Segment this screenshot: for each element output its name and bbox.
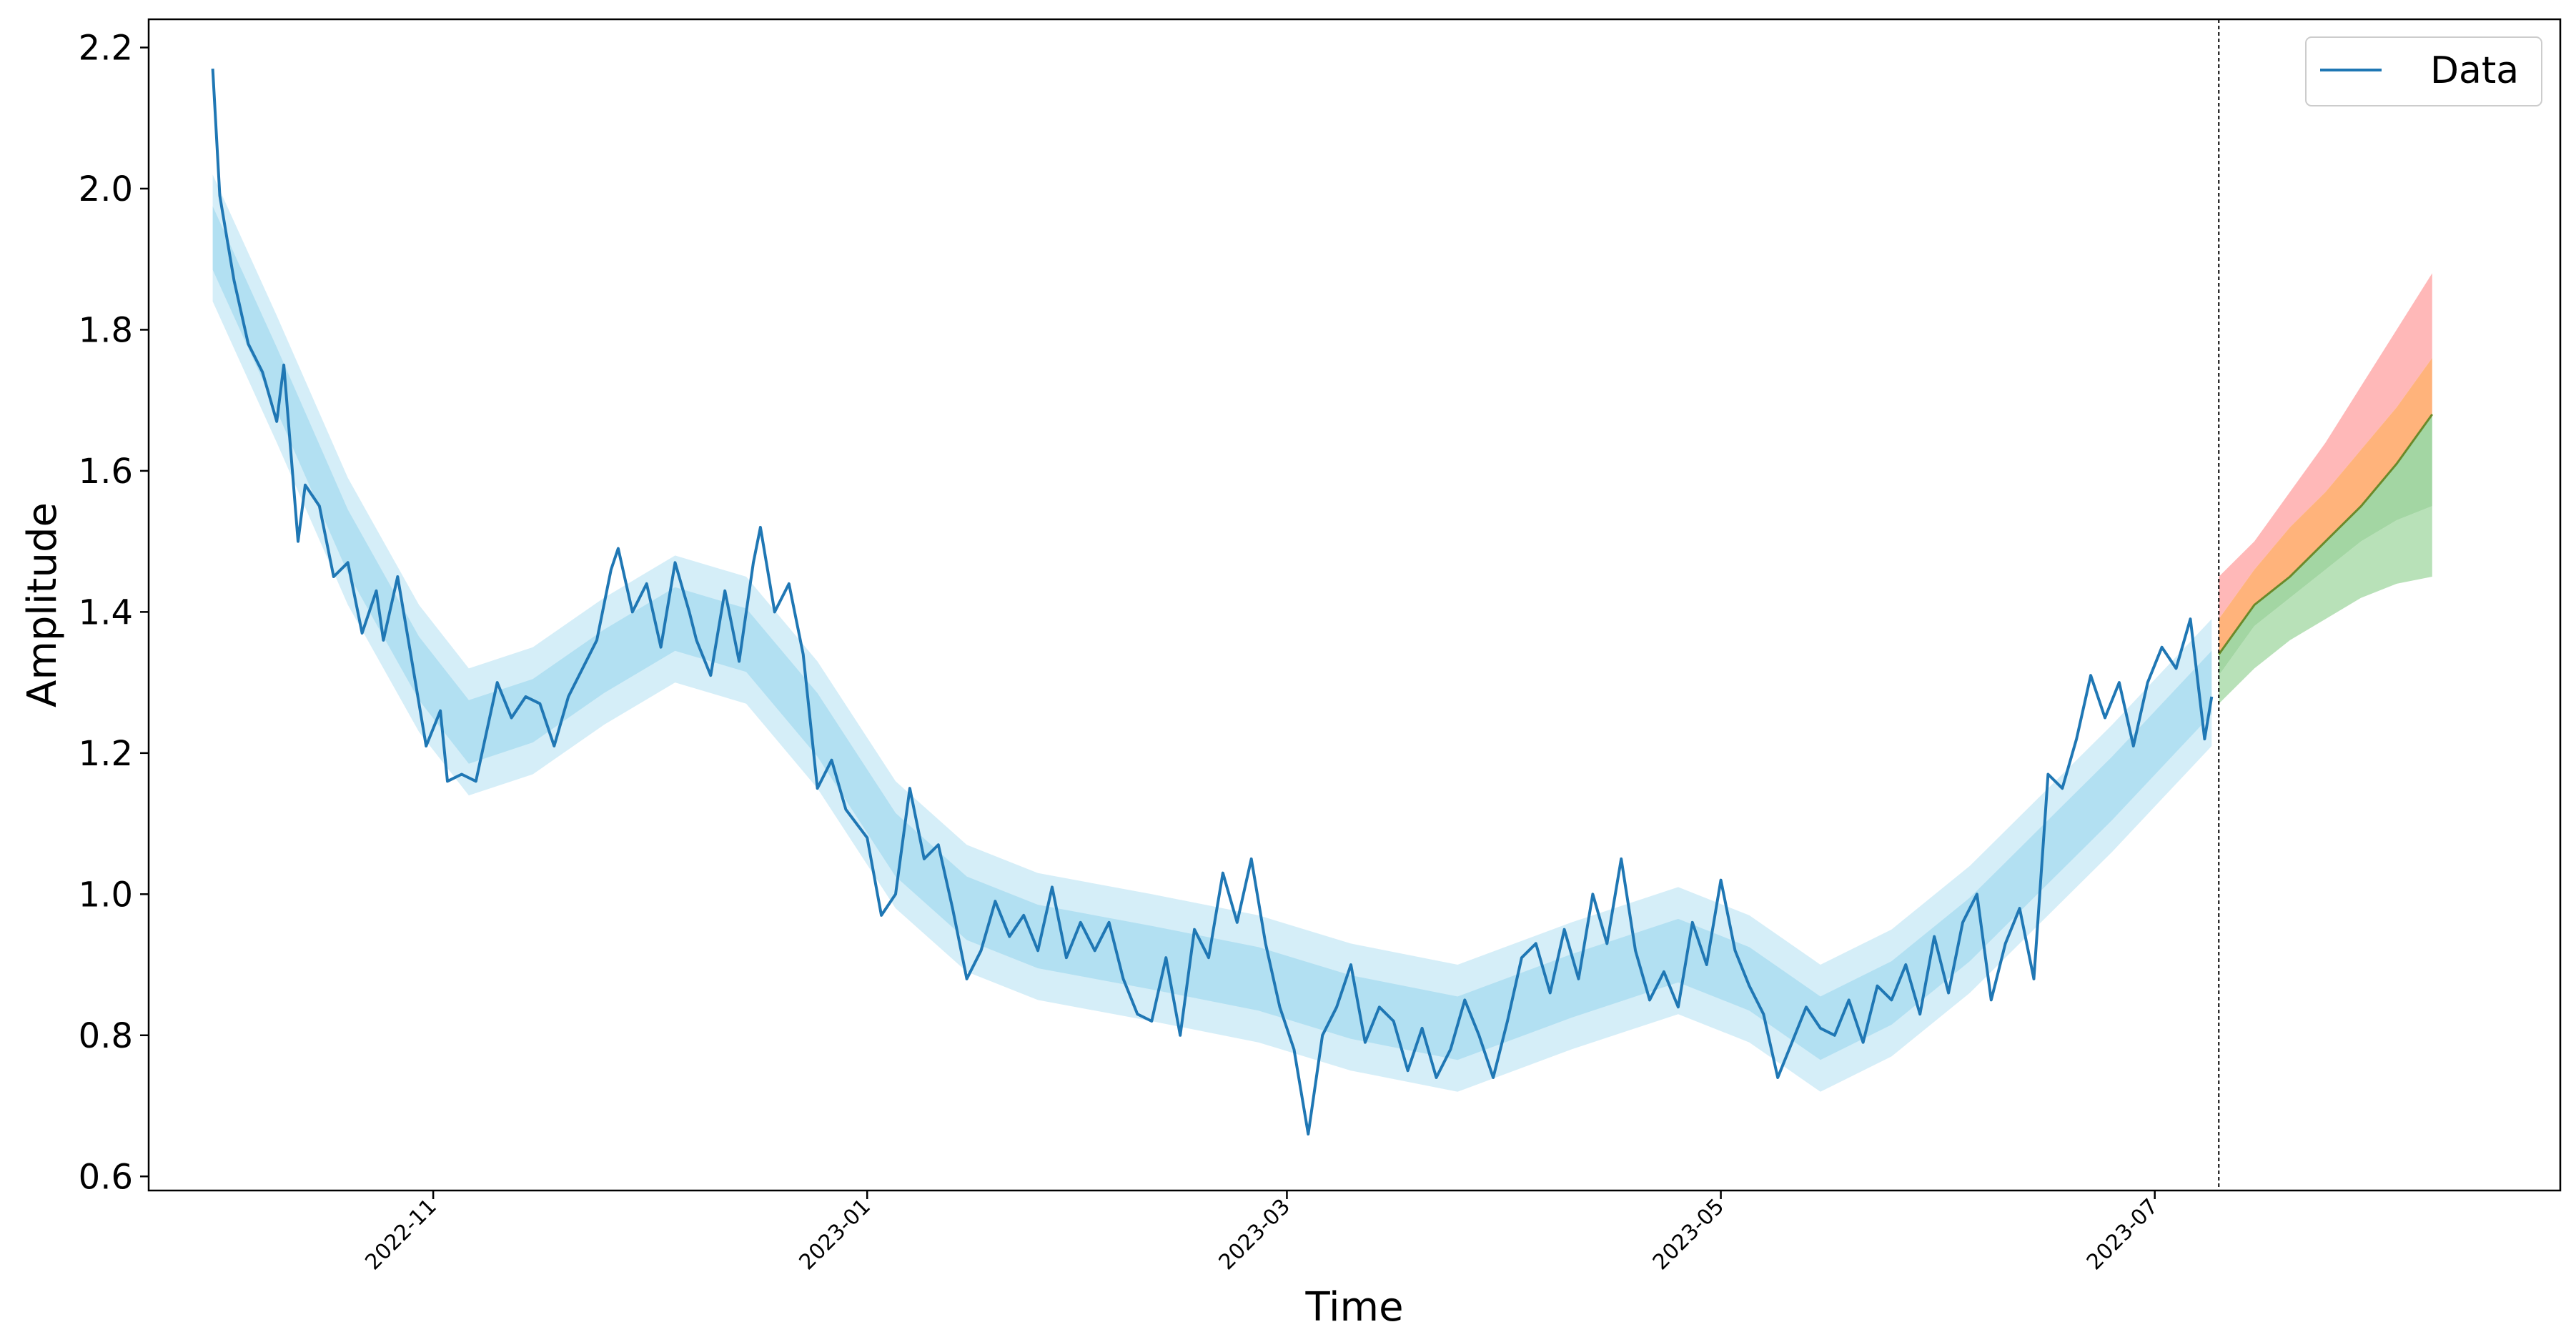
y-tick-label: 2.0 xyxy=(79,169,133,209)
forecast-median-line xyxy=(2218,414,2434,655)
legend: Data xyxy=(2305,36,2542,106)
x-tick-label: 2023-03 xyxy=(1214,1194,1295,1275)
x-tick-label: 2023-05 xyxy=(1648,1194,1729,1275)
x-tick-label: 2023-01 xyxy=(794,1194,875,1275)
confidence-bands xyxy=(212,174,2434,1092)
forecast-lower-outer-band xyxy=(2219,506,2432,704)
history-outer-band xyxy=(212,174,2212,1092)
x-tick-label: 2023-07 xyxy=(2082,1194,2163,1275)
x-axis-title: Time xyxy=(1304,1284,1403,1331)
y-tick-label: 1.2 xyxy=(79,734,133,774)
forecast-upper-outer-band xyxy=(2219,273,2432,620)
y-tick-label: 2.2 xyxy=(79,28,133,68)
forecast-lower-inner-band xyxy=(2219,414,2432,676)
x-axis: 2022-11 2023-01 2023-03 2023-05 2023-07 xyxy=(360,1191,2163,1275)
plot-frame xyxy=(147,18,2562,1192)
legend-label-data: Data xyxy=(2430,49,2519,92)
y-tick-label: 1.8 xyxy=(79,310,133,350)
legend-box xyxy=(2305,36,2542,106)
y-axis-title: Amplitude xyxy=(19,502,66,707)
plot-area xyxy=(147,18,2562,1192)
y-tick-label: 1.0 xyxy=(79,875,133,915)
y-tick-label: 0.6 xyxy=(79,1157,133,1197)
forecast-upper-inner-band xyxy=(2219,357,2432,655)
history-inner-band xyxy=(212,206,2212,1060)
data-series xyxy=(211,68,2214,1135)
y-tick-label: 1.4 xyxy=(79,592,133,632)
y-tick-label: 0.8 xyxy=(79,1016,133,1056)
series-line-data xyxy=(211,68,2214,1135)
y-tick-label: 1.6 xyxy=(79,452,133,492)
y-axis: 0.6 0.8 1.0 1.2 1.4 1.6 1.8 2.0 2.2 xyxy=(79,28,149,1197)
x-tick-label: 2022-11 xyxy=(360,1194,441,1275)
